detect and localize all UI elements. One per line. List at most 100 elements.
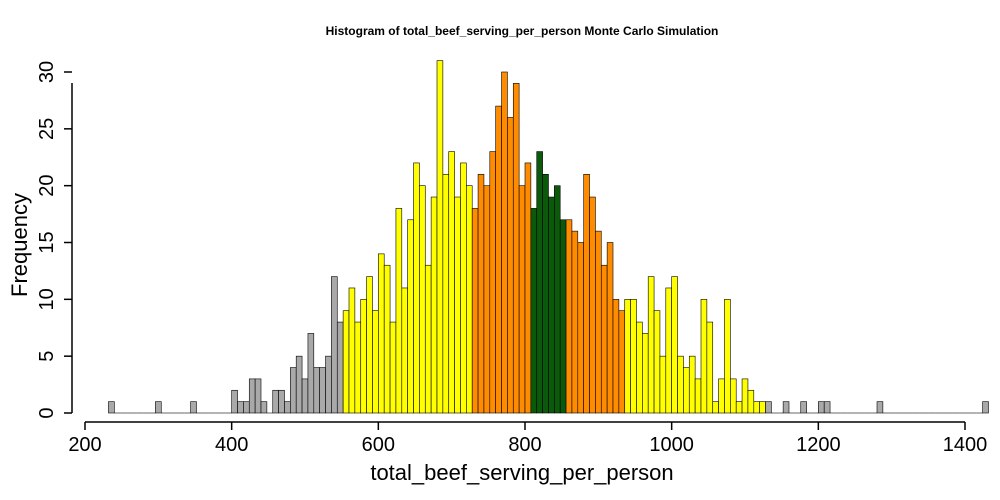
- histogram-bar: [712, 401, 719, 414]
- histogram-bar: [295, 355, 303, 414]
- histogram-bar: [430, 196, 438, 414]
- histogram-bar: [290, 367, 297, 414]
- histogram-bar: [876, 401, 884, 414]
- histogram-bar: [577, 242, 584, 414]
- histogram-bar: [501, 71, 508, 414]
- histogram-bar: [108, 401, 115, 414]
- x-ticks-group: 200 400 600 800 1000 1200 1400: [68, 422, 987, 456]
- histogram-bar: [800, 401, 807, 414]
- histogram-bar: [589, 196, 596, 414]
- histogram-bar: [823, 401, 831, 414]
- histogram-bar: [612, 299, 620, 414]
- histogram-bar: [407, 219, 414, 414]
- histogram-bar: [765, 401, 772, 414]
- histogram-bar: [155, 401, 162, 414]
- histogram-bar: [706, 321, 714, 414]
- histogram-bar: [413, 162, 420, 414]
- histogram-bar: [466, 185, 473, 414]
- histogram-bar: [395, 208, 403, 414]
- histogram-bar: [595, 230, 602, 414]
- histogram-bar: [331, 276, 338, 414]
- histogram-bar: [718, 378, 725, 414]
- histogram-bar: [536, 151, 543, 414]
- x-tick-label: 800: [508, 434, 541, 456]
- histogram-bar: [571, 230, 579, 414]
- x-tick-label: 200: [68, 434, 101, 456]
- histogram-bar: [372, 310, 379, 414]
- histogram-bar: [759, 401, 766, 414]
- histogram-bar: [336, 321, 344, 414]
- histogram-bar: [460, 162, 467, 414]
- histogram-bar: [683, 367, 690, 414]
- x-tick-label: 1000: [649, 434, 694, 456]
- histogram-bar: [583, 174, 590, 414]
- y-tick-label: 5: [36, 351, 58, 362]
- histogram-bar: [542, 174, 549, 414]
- histogram-bar: [741, 378, 749, 414]
- histogram-bar: [747, 389, 755, 414]
- histogram-bar: [272, 389, 279, 414]
- histogram-bar: [700, 299, 708, 414]
- histogram-bar: [319, 367, 326, 414]
- histogram-bar: [630, 299, 637, 414]
- histogram-bar: [401, 287, 408, 414]
- histogram-bar: [565, 219, 573, 414]
- histogram-bar: [624, 299, 631, 414]
- histogram-bar: [665, 287, 672, 414]
- histogram-bar: [730, 378, 737, 414]
- histogram-bar: [436, 60, 444, 414]
- histogram-bar: [554, 185, 561, 414]
- histogram-bar: [507, 117, 514, 414]
- histogram-bar: [524, 162, 532, 414]
- histogram-bar: [659, 355, 667, 414]
- bars-group: [108, 60, 989, 414]
- histogram-bar: [366, 276, 373, 414]
- histogram-bar: [483, 185, 491, 414]
- histogram-bar: [600, 264, 608, 414]
- x-tick-label: 600: [362, 434, 395, 456]
- x-tick-label: 1200: [796, 434, 841, 456]
- histogram-bar: [448, 151, 455, 414]
- histogram-bar: [442, 174, 450, 414]
- x-tick-label: 1400: [943, 434, 988, 456]
- histogram-bar: [518, 185, 526, 414]
- histogram-bar: [342, 310, 350, 414]
- histogram-bar: [278, 389, 285, 414]
- histogram-bar: [231, 389, 238, 414]
- histogram-bar: [243, 401, 250, 414]
- histogram-bar: [548, 196, 555, 414]
- histogram-bar: [454, 196, 461, 414]
- histogram-bar: [254, 378, 262, 414]
- chart-title: Histogram of total_beef_serving_per_pers…: [326, 24, 719, 38]
- histogram-bar: [753, 401, 760, 414]
- histogram-bar: [653, 310, 661, 414]
- histogram-bar: [190, 401, 197, 414]
- histogram-bar: [325, 355, 332, 414]
- histogram-bar: [424, 264, 432, 414]
- y-tick-label: 25: [36, 118, 58, 140]
- histogram-bar: [354, 321, 362, 414]
- histogram-bar: [419, 185, 426, 414]
- histogram-bar: [818, 401, 825, 414]
- histogram-bar: [477, 174, 485, 414]
- histogram-bar: [495, 105, 502, 414]
- histogram-bar: [642, 333, 649, 414]
- histogram-bar: [284, 401, 291, 414]
- y-tick-label: 0: [36, 407, 58, 418]
- histogram-bar: [389, 321, 397, 414]
- y-tick-label: 20: [36, 175, 58, 197]
- x-tick-label: 400: [215, 434, 248, 456]
- histogram-bar: [383, 264, 391, 414]
- histogram-bar: [559, 219, 567, 414]
- histogram-bar: [360, 299, 367, 414]
- y-ticks-group: 0 5 10 15 20 25 30: [36, 61, 72, 419]
- histogram-bar: [237, 401, 244, 414]
- histogram-bar: [489, 151, 496, 414]
- histogram-bar: [724, 299, 731, 414]
- y-tick-label: 10: [36, 288, 58, 310]
- histogram-bar: [348, 287, 356, 414]
- histogram-bar: [471, 208, 479, 414]
- histogram-bar: [301, 378, 309, 414]
- histogram-bar: [313, 367, 320, 414]
